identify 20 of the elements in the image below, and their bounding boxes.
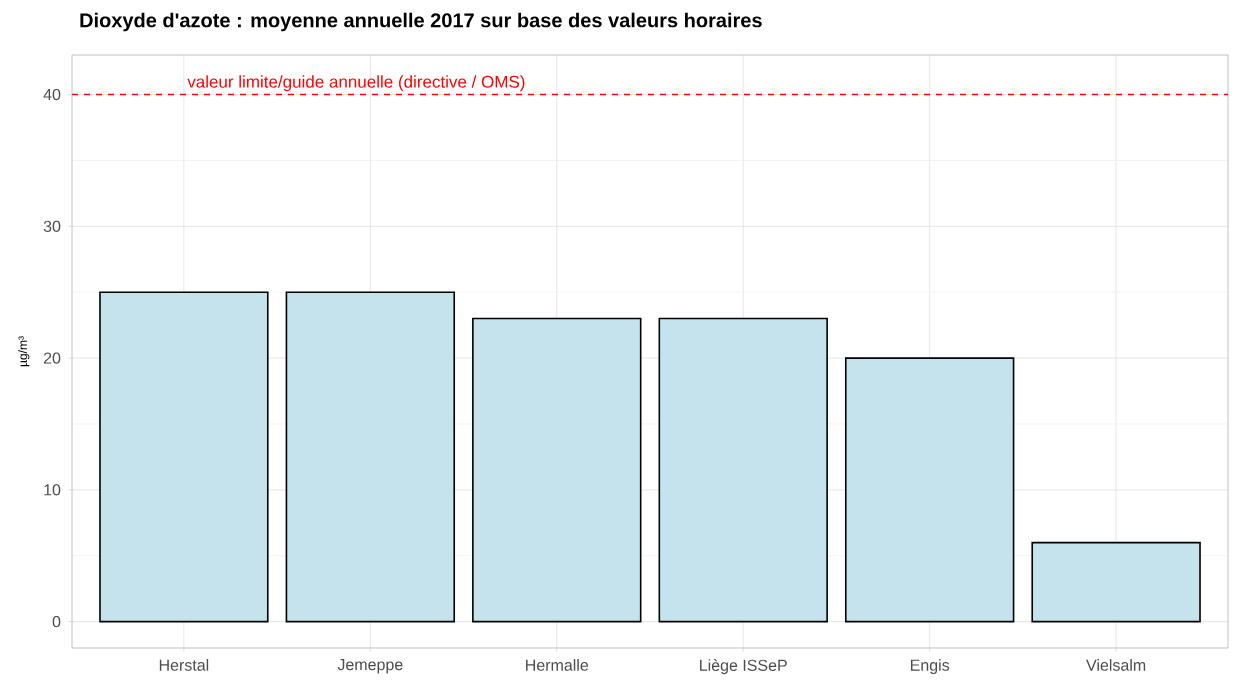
- y-tick-label: 0: [52, 616, 61, 628]
- x-tick-label: Hermalle: [526, 659, 589, 671]
- y-tick-label: 20: [43, 352, 61, 364]
- x-tick-label: Engis: [910, 659, 950, 675]
- x-tick-label: Herstal: [159, 659, 209, 671]
- x-tick-label: Liège ISSeP: [700, 659, 787, 675]
- chart-title: Dioxyde d'azote : moyenne annuelle 2017 sur base des valeurs horaires: [80, 12, 762, 32]
- bar: [472, 317, 642, 623]
- y-axis-title: µg/m³: [18, 336, 30, 367]
- x-tick-label: Jemeppe: [337, 659, 403, 674]
- bar: [844, 357, 1015, 623]
- bar: [1031, 541, 1201, 623]
- y-tick-label: 40: [43, 88, 61, 101]
- x-tick-label: Vielsalm: [1086, 659, 1146, 671]
- ref-line-label: valeur limite/guide annuelle (directive / OMS): [187, 75, 525, 92]
- y-tick-label: 10: [44, 484, 61, 496]
- y-tick-label: 30: [43, 220, 61, 233]
- bar: [285, 291, 456, 623]
- bar: [658, 317, 828, 623]
- bar: [99, 291, 269, 623]
